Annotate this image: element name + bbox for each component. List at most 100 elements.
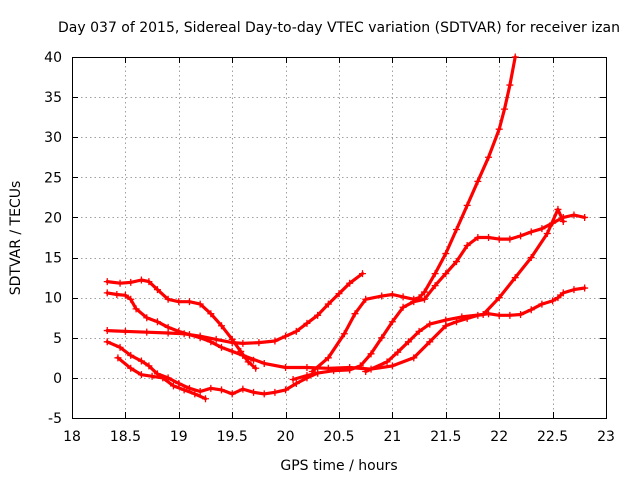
y-tick-label: 35 <box>44 90 62 106</box>
series-arc-9 <box>362 205 567 375</box>
data-point <box>346 279 354 287</box>
data-point <box>196 332 204 340</box>
data-point <box>103 327 111 335</box>
data-point <box>346 366 354 374</box>
data-point <box>388 318 396 326</box>
data-point <box>570 211 578 219</box>
data-point <box>132 305 140 313</box>
plot-frame <box>72 57 607 419</box>
data-point <box>164 295 172 303</box>
chart-title: Day 037 of 2015, Sidereal Day-to-day VTE… <box>58 20 620 36</box>
data-point <box>335 290 343 298</box>
x-tick-label: 23 <box>597 429 615 445</box>
data-point <box>252 364 260 372</box>
data-point <box>378 292 386 300</box>
data-point <box>554 294 562 302</box>
data-point <box>314 311 322 319</box>
data-point <box>121 291 129 299</box>
y-tick-label: -5 <box>48 411 62 427</box>
data-point <box>239 339 247 347</box>
data-point <box>282 332 290 340</box>
data-point <box>463 201 471 209</box>
data-point <box>485 234 493 241</box>
data-point <box>474 234 482 241</box>
y-tick-labels: -5 0 5 10 15 20 25 30 35 40 <box>44 50 62 427</box>
data-point <box>153 286 161 294</box>
x-tick-label: 20.5 <box>323 429 354 445</box>
data-point <box>581 284 589 292</box>
data-point <box>388 290 396 298</box>
data-point <box>121 327 129 335</box>
data-point <box>314 369 322 377</box>
data-point <box>356 362 364 370</box>
x-tick-label: 22 <box>490 429 508 445</box>
data-point <box>175 380 183 388</box>
x-tick-label: 21.5 <box>430 429 461 445</box>
series-line <box>364 207 565 374</box>
series-arc-6 <box>239 284 589 373</box>
series-group <box>103 53 589 403</box>
data-point <box>103 278 111 286</box>
data-point <box>415 294 423 302</box>
data-point <box>495 235 503 243</box>
series-line <box>105 278 258 370</box>
series-arc-1 <box>103 276 260 372</box>
data-point <box>282 386 290 394</box>
x-tick-label: 21 <box>383 429 401 445</box>
data-point <box>228 339 236 347</box>
data-point <box>527 228 535 236</box>
data-point <box>169 382 177 390</box>
data-point <box>330 367 338 375</box>
data-point <box>474 177 482 185</box>
data-point <box>420 295 428 303</box>
x-tick-labels: 18 18.5 19 19.5 20 20.5 21 21.5 22 22.5 23 <box>63 429 615 445</box>
data-point <box>127 351 135 359</box>
data-point <box>218 386 226 394</box>
data-point <box>191 390 199 398</box>
data-point <box>159 374 167 382</box>
series-arc-7 <box>289 211 589 383</box>
data-point <box>495 311 503 319</box>
data-point <box>148 372 156 380</box>
data-point <box>143 314 151 322</box>
data-point <box>202 395 209 403</box>
y-tick-label: 25 <box>44 170 62 186</box>
data-point <box>549 297 557 305</box>
series-arc-2 <box>103 289 258 364</box>
data-point <box>506 311 514 319</box>
data-point <box>340 330 348 338</box>
data-point <box>185 298 193 306</box>
data-point <box>137 357 145 365</box>
data-point <box>420 288 428 296</box>
data-point <box>543 229 551 237</box>
x-axis-label: GPS time / hours <box>280 458 397 474</box>
x-tick-label: 19.5 <box>217 429 248 445</box>
data-point <box>383 358 391 366</box>
data-point <box>426 320 434 328</box>
data-point <box>212 335 220 343</box>
data-point <box>137 276 145 284</box>
data-point <box>362 367 370 375</box>
x-tick-label: 20 <box>277 429 295 445</box>
data-point <box>362 295 370 303</box>
data-point <box>180 386 188 394</box>
data-point <box>517 232 525 240</box>
data-point <box>452 258 460 266</box>
x-tick-label: 18.5 <box>110 429 141 445</box>
data-point <box>495 125 503 133</box>
data-point <box>282 363 290 371</box>
data-point <box>196 300 204 308</box>
data-point <box>378 334 386 342</box>
data-point <box>506 81 514 89</box>
data-point <box>239 385 247 393</box>
data-point <box>175 298 183 306</box>
data-point <box>239 351 247 359</box>
y-tick-label: 30 <box>44 130 62 146</box>
data-point <box>228 347 236 355</box>
data-point <box>114 354 122 362</box>
data-point <box>442 316 450 324</box>
data-point <box>442 250 450 258</box>
data-point <box>196 388 204 396</box>
data-point <box>358 270 366 278</box>
